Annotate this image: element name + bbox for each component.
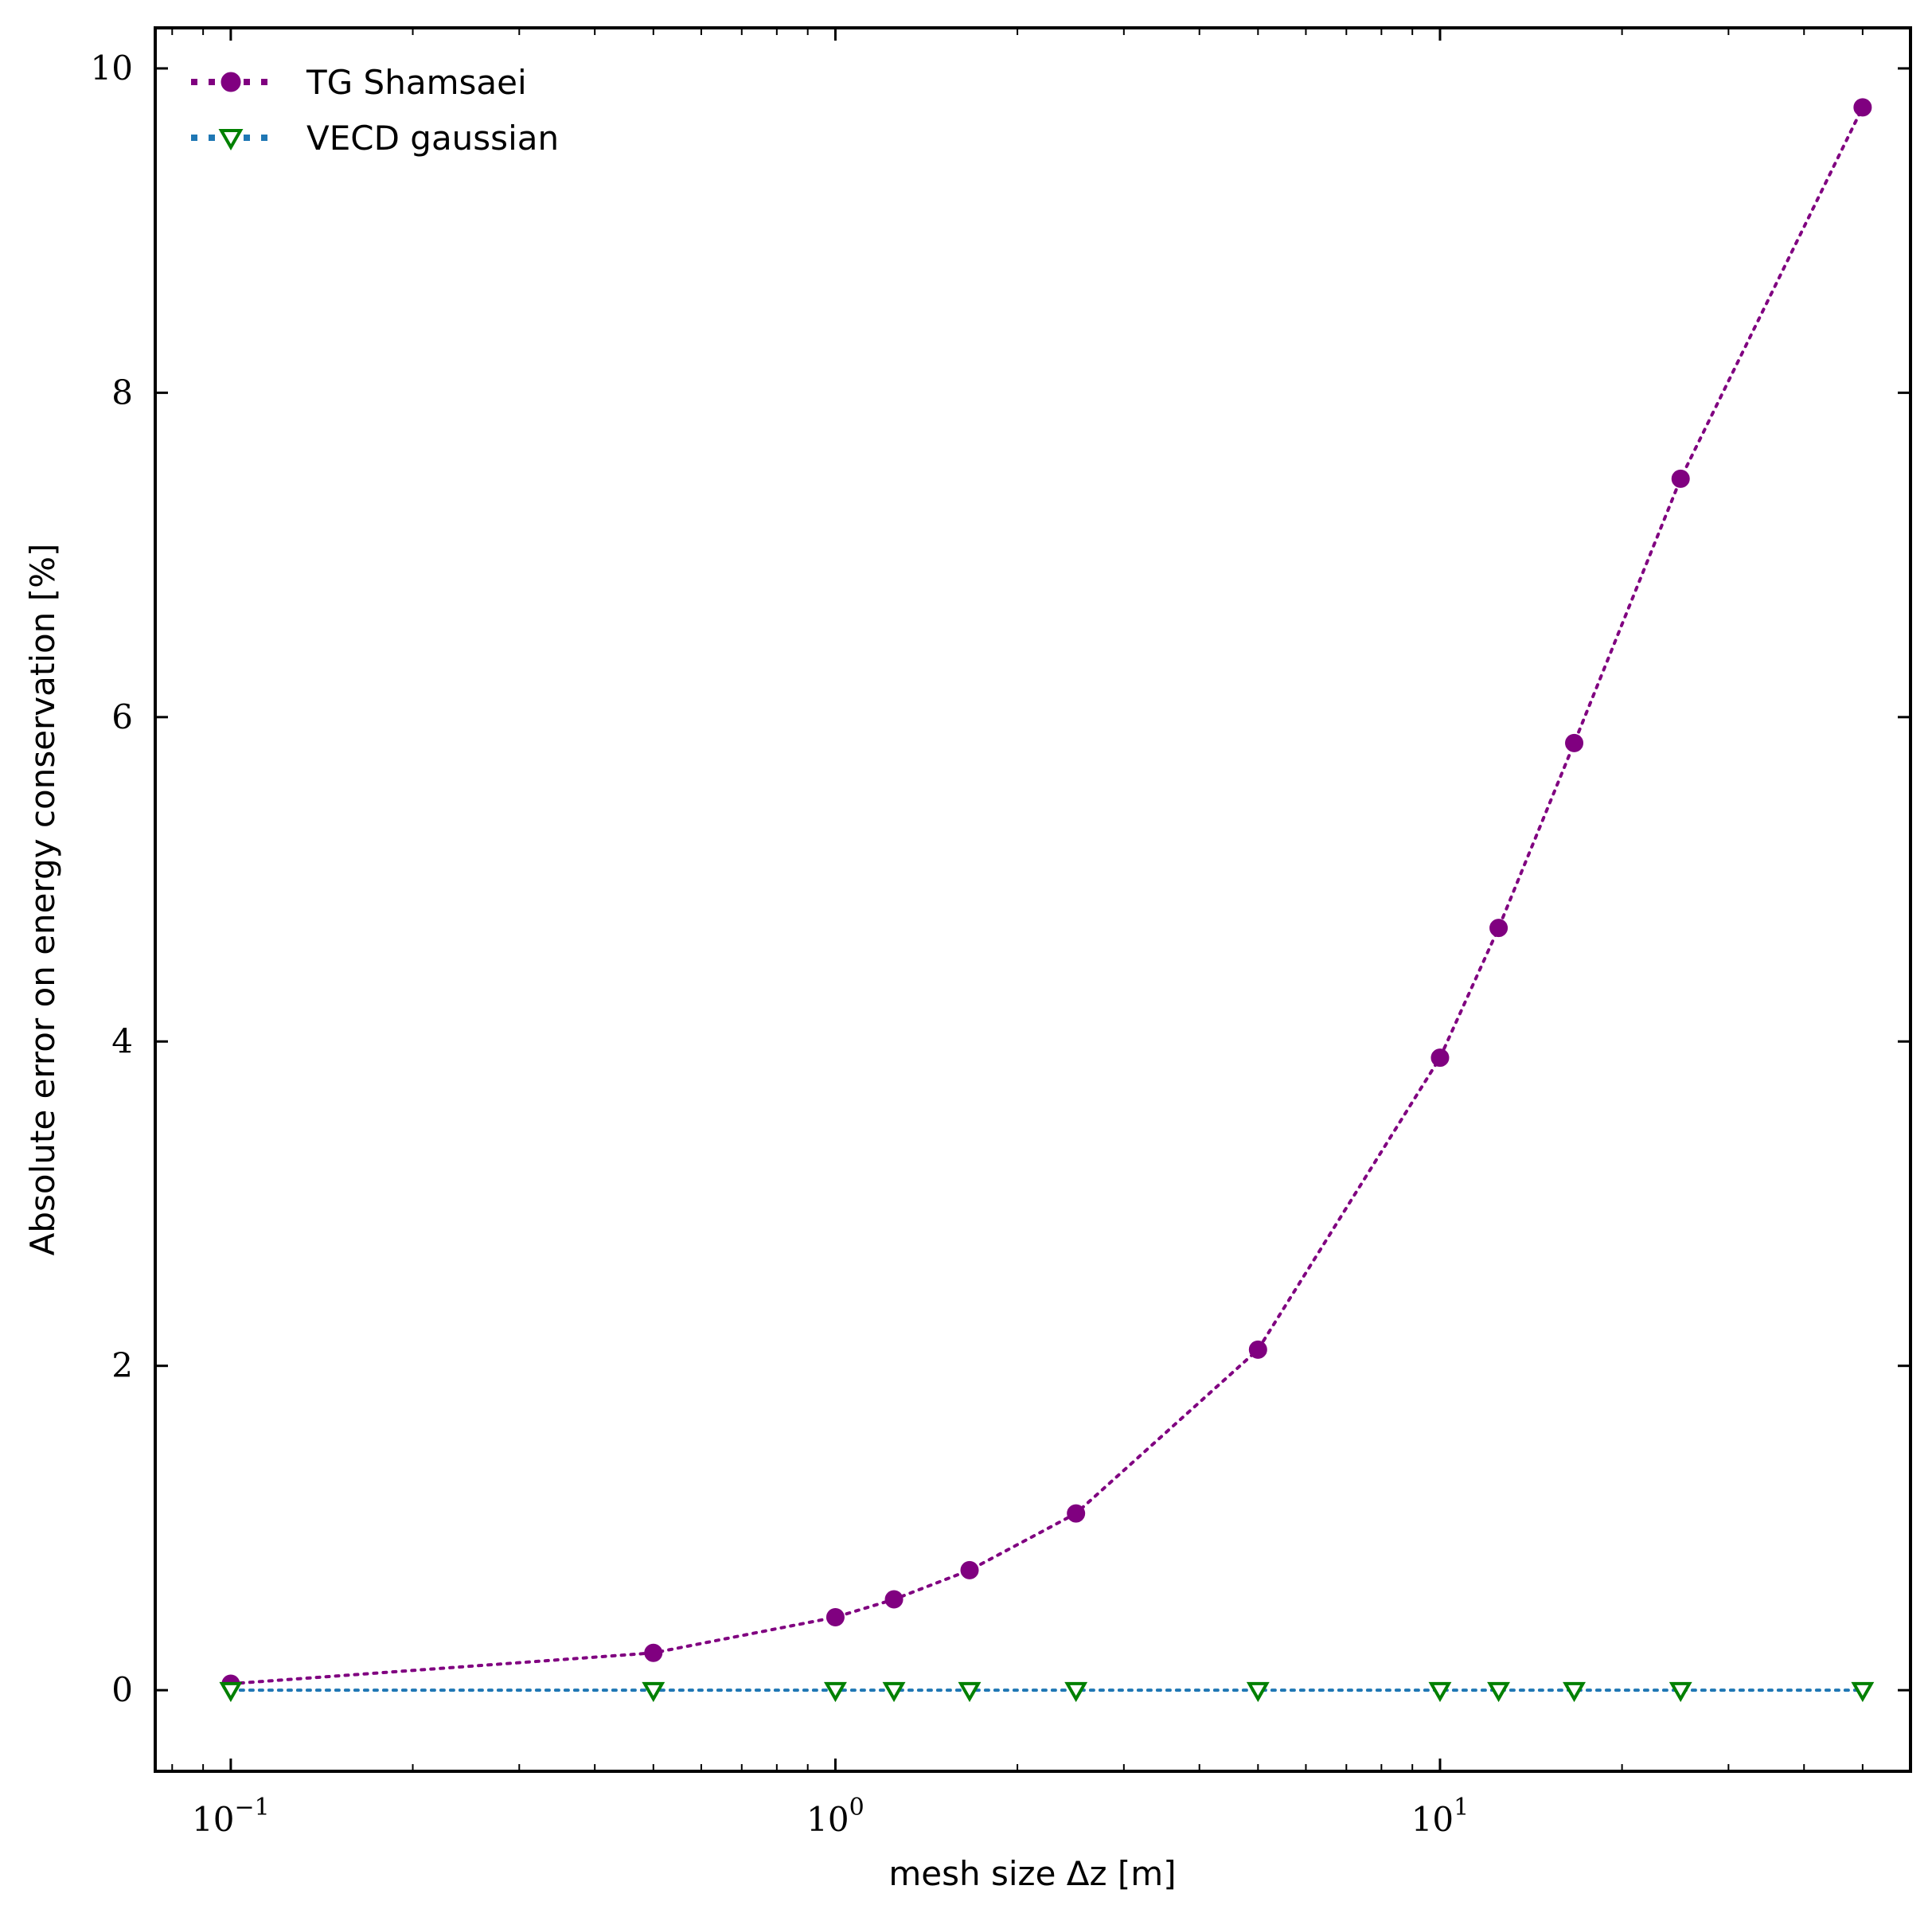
series-0-point-11	[1853, 98, 1872, 117]
series-0-point-5	[1067, 1504, 1086, 1523]
legend: TG Shamsaei VECD gaussian	[191, 63, 559, 158]
series-1	[219, 1681, 1875, 1703]
series-1-point-5	[1064, 1681, 1088, 1703]
series-1-point-10	[1669, 1681, 1692, 1703]
y-tick-label-3: 6	[111, 697, 133, 736]
series-0-point-10	[1671, 469, 1690, 488]
x-axis-label: mesh size Δz [m]	[888, 1854, 1176, 1893]
y-tick-label-0: 0	[111, 1670, 133, 1709]
series-layer	[219, 98, 1875, 1703]
series-line-0	[228, 105, 1864, 1685]
series-1-point-7	[1428, 1681, 1452, 1703]
legend-marker-0	[221, 72, 241, 92]
y-tick-label-4: 8	[111, 373, 133, 412]
series-0	[221, 98, 1872, 1693]
legend-entry-1: VECD gaussian	[191, 119, 559, 158]
plot-frame	[154, 26, 1912, 1773]
series-0-point-4	[960, 1560, 979, 1579]
series-0-point-3	[884, 1590, 904, 1609]
series-1-point-9	[1563, 1681, 1586, 1703]
series-1-point-3	[882, 1681, 906, 1703]
series-0-point-6	[1248, 1340, 1267, 1359]
y-tick-label-5: 10	[91, 49, 133, 88]
series-0-point-8	[1489, 919, 1509, 938]
x-tick-label-0: 10−1	[192, 1794, 270, 1839]
series-1-point-4	[958, 1681, 982, 1703]
series-1-point-0	[219, 1681, 243, 1703]
series-1-point-1	[642, 1681, 665, 1703]
legend-marker-1	[218, 129, 244, 151]
series-1-point-8	[1487, 1681, 1511, 1703]
tick-labels: 0 2 4 6 8 10 10−1 100 101	[91, 49, 1469, 1839]
series-0-point-2	[825, 1607, 845, 1626]
x-tick-label-2: 101	[1411, 1794, 1469, 1839]
series-1-point-2	[823, 1681, 847, 1703]
series-0-point-1	[644, 1643, 663, 1662]
series-1-point-6	[1246, 1681, 1270, 1703]
legend-label-0: TG Shamsaei	[306, 63, 527, 102]
legend-entry-0: TG Shamsaei	[191, 63, 527, 102]
y-tick-label-2: 4	[111, 1021, 133, 1060]
x-tick-label-1: 100	[806, 1794, 865, 1839]
series-1-point-11	[1851, 1681, 1875, 1703]
series-0-point-7	[1430, 1048, 1450, 1068]
series-0-point-9	[1565, 733, 1584, 752]
y-tick-label-1: 2	[111, 1346, 133, 1385]
legend-label-1: VECD gaussian	[306, 119, 559, 158]
y-axis-label: Absolute error on energy conservation [%…	[23, 544, 62, 1256]
